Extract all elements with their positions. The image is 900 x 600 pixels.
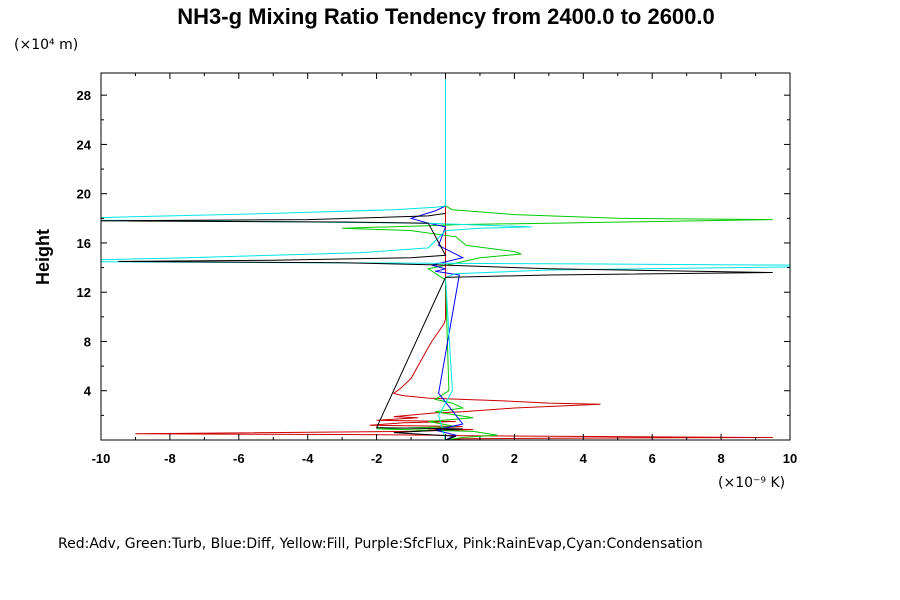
y-axis-label: Height bbox=[33, 229, 53, 285]
x-tick-label: 8 bbox=[717, 451, 724, 466]
plot-series-group bbox=[101, 73, 790, 440]
y-tick-label: 4 bbox=[84, 384, 92, 399]
x-tick-label: -6 bbox=[233, 451, 245, 466]
x-tick-label: -4 bbox=[302, 451, 314, 466]
x-tick-label: 10 bbox=[783, 451, 797, 466]
x-tick-label: 6 bbox=[649, 451, 656, 466]
y-axis: 4 8 12 16 20 24 28 bbox=[77, 88, 790, 441]
y-tick-label: 12 bbox=[77, 285, 91, 300]
chart-title: NH3-g Mixing Ratio Tendency from 2400.0 … bbox=[177, 4, 715, 29]
series-line-black bbox=[101, 212, 773, 440]
x-tick-label: 4 bbox=[580, 451, 588, 466]
legend-text: Red:Adv, Green:Turb, Blue:Diff, Yellow:F… bbox=[58, 536, 703, 552]
x-tick-label: 2 bbox=[511, 451, 518, 466]
y-unit-label: (×10⁴ m) bbox=[14, 37, 78, 53]
y-tick-label: 28 bbox=[77, 88, 91, 103]
series-line-condensation bbox=[101, 73, 790, 440]
y-tick-label: 16 bbox=[77, 236, 91, 251]
x-tick-label: 0 bbox=[442, 451, 449, 466]
x-tick-label: -2 bbox=[371, 451, 383, 466]
x-tick-label: -10 bbox=[92, 451, 111, 466]
x-tick-label: -8 bbox=[164, 451, 176, 466]
series-line-diff bbox=[409, 73, 465, 440]
x-axis: -10 -8 -6 -4 -2 0 2 4 6 8 10 bbox=[92, 73, 797, 466]
y-tick-label: 20 bbox=[77, 187, 91, 202]
series-line-turb bbox=[342, 73, 773, 440]
y-tick-label: 8 bbox=[84, 334, 91, 349]
y-tick-label: 24 bbox=[77, 137, 92, 152]
x-unit-label: (×10⁻⁹ K) bbox=[718, 475, 785, 491]
